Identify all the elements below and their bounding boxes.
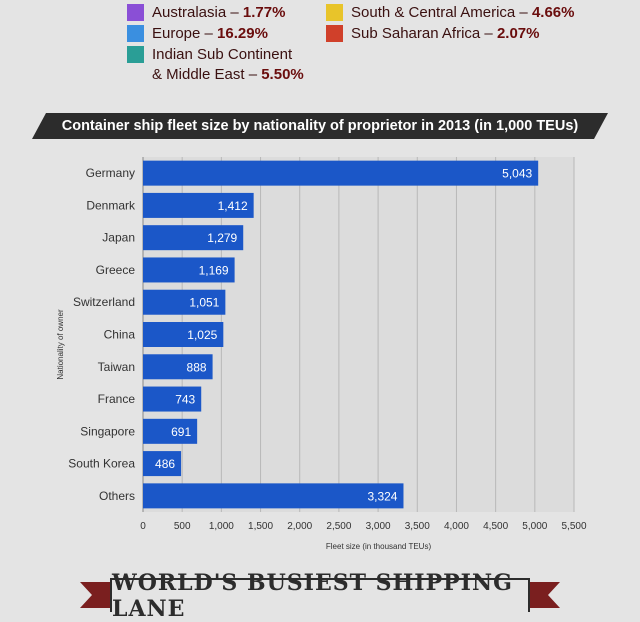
x-axis-title: Fleet size (in thousand TEUs) xyxy=(326,542,432,551)
category-label: Singapore xyxy=(80,424,135,438)
legend-label-australasia: Australasia – xyxy=(152,4,243,21)
legend-value-sub-saharan: 2.07% xyxy=(496,25,540,42)
bar xyxy=(143,160,539,186)
data-label: 888 xyxy=(187,360,207,374)
x-tick-label: 5,000 xyxy=(522,521,547,532)
bar xyxy=(143,322,224,347)
legend-item-indian-middle-east: Indian Sub Continent & Middle East – 5.50… xyxy=(127,45,304,85)
bar xyxy=(143,451,182,477)
category-label: France xyxy=(98,392,136,406)
bar xyxy=(143,225,244,251)
x-tick-label: 3,000 xyxy=(366,521,391,532)
section-banner: WORLD'S BUSIEST SHIPPING LANE xyxy=(80,570,560,622)
legend-label-europe: Europe – xyxy=(152,25,218,42)
bar xyxy=(143,354,213,380)
legend-value-south-central: 4.66% xyxy=(531,4,575,21)
legend-swatch-australasia xyxy=(127,4,144,21)
legend-item-sub-saharan-africa: Sub Saharan Africa – 2.07% xyxy=(326,24,539,44)
category-label: Others xyxy=(99,489,135,503)
x-tick-label: 4,500 xyxy=(483,521,508,532)
fleet-size-bar-chart: 0 500 1,000 1,500 2,000 2,500 3,000 3,500 4,000 4… xyxy=(56,157,587,551)
data-label: 1,169 xyxy=(199,263,229,277)
data-label: 1,279 xyxy=(207,231,237,245)
x-tick-label: 2,000 xyxy=(287,521,312,532)
x-tick-label: 2,500 xyxy=(326,521,351,532)
region-legend: Australasia – 1.77% Europe – 16.29% Indi… xyxy=(0,0,640,90)
category-label: Switzerland xyxy=(73,295,135,309)
bar xyxy=(143,418,198,444)
x-tick-label: 1,500 xyxy=(248,521,273,532)
legend-swatch-europe xyxy=(127,25,144,42)
data-label: 1,025 xyxy=(187,328,217,342)
category-label: Denmark xyxy=(86,198,136,212)
x-tick-label: 3,500 xyxy=(405,521,430,532)
bar xyxy=(143,386,202,412)
bar xyxy=(143,257,235,283)
bar xyxy=(143,289,226,315)
chart-title: Container ship fleet size by nationality… xyxy=(61,118,579,134)
legend-swatch-south-central xyxy=(326,4,343,21)
y-axis-title: Nationality of owner xyxy=(56,309,65,380)
legend-value-indian: 5.50% xyxy=(261,66,304,83)
bar xyxy=(143,483,404,509)
category-label: Japan xyxy=(102,231,135,245)
data-label: 691 xyxy=(171,425,191,439)
data-label: 486 xyxy=(155,457,175,471)
legend-item-australasia: Australasia – 1.77% xyxy=(127,3,285,23)
legend-label-indian-line1: Indian Sub Continent xyxy=(152,46,293,63)
category-label: China xyxy=(104,328,136,342)
chart-title-banner: Container ship fleet size by nationality… xyxy=(32,113,608,139)
data-label: 1,051 xyxy=(189,296,219,310)
x-tick-label: 1,000 xyxy=(209,521,234,532)
data-label: 5,043 xyxy=(502,167,532,181)
legend-swatch-indian xyxy=(127,46,144,63)
x-tick-label: 500 xyxy=(174,521,191,532)
x-tick-label: 0 xyxy=(140,521,146,532)
legend-value-australasia: 1.77% xyxy=(242,4,286,21)
data-label: 3,324 xyxy=(367,489,397,503)
legend-label-indian-line2: & Middle East – xyxy=(152,66,262,83)
legend-label-south-central: South & Central America – xyxy=(351,4,532,21)
legend-label-sub-saharan: Sub Saharan Africa – xyxy=(351,25,497,42)
legend-item-south-central-america: South & Central America – 4.66% xyxy=(326,3,574,23)
legend-value-europe: 16.29% xyxy=(217,25,268,42)
category-label: Taiwan xyxy=(98,360,135,374)
category-label: Germany xyxy=(86,166,135,180)
category-label: Greece xyxy=(96,263,136,277)
x-tick-label: 4,000 xyxy=(444,521,469,532)
legend-item-europe: Europe – 16.29% xyxy=(127,24,268,44)
legend-swatch-sub-saharan xyxy=(326,25,343,42)
data-label: 1,412 xyxy=(218,199,248,213)
data-label: 743 xyxy=(175,393,195,407)
x-tick-label: 5,500 xyxy=(561,521,586,532)
section-title: WORLD'S BUSIEST SHIPPING LANE xyxy=(110,570,530,622)
category-label: South Korea xyxy=(68,457,135,471)
bar xyxy=(143,192,254,218)
